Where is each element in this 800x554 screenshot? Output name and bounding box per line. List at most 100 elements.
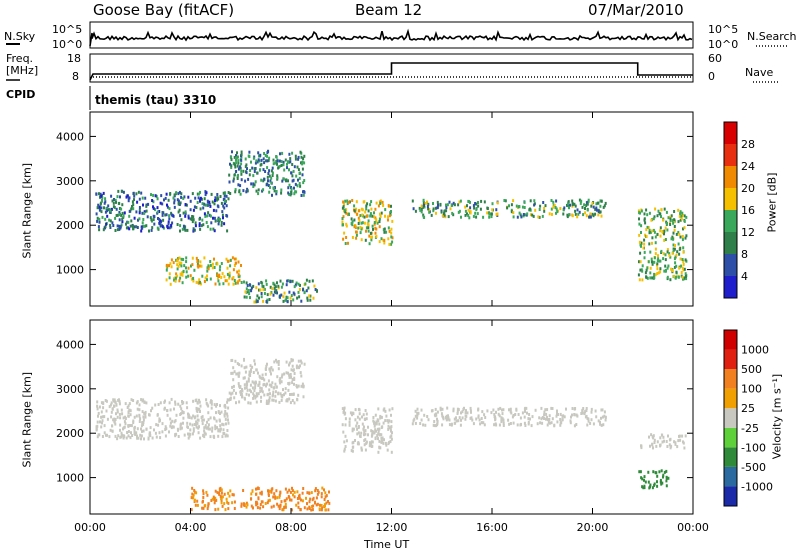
velocity-cell	[228, 391, 231, 395]
velocity-cell	[684, 434, 687, 438]
velocity-cell	[255, 394, 258, 398]
power-cell	[109, 223, 112, 227]
power-cell	[182, 269, 185, 273]
power-cell	[659, 267, 662, 271]
power-cell	[158, 217, 161, 221]
power-cell	[262, 188, 265, 192]
velocity-cell	[210, 499, 213, 502]
velocity-cell	[235, 401, 237, 405]
velocity-cell	[190, 496, 193, 500]
power-cell	[195, 256, 198, 260]
power-cell	[203, 256, 206, 260]
power-cell	[486, 211, 489, 215]
power-cell	[198, 222, 201, 226]
power-cell	[664, 226, 667, 230]
velocity-cell	[192, 429, 195, 433]
power-cell	[191, 220, 194, 224]
power-cell	[98, 208, 101, 212]
velocity-cell	[230, 371, 233, 375]
velocity-cell	[291, 381, 294, 385]
velocity-cell	[103, 415, 106, 419]
x-tick-label: 00:00	[677, 521, 709, 534]
power-cell	[213, 216, 216, 220]
velocity-cell	[310, 508, 313, 512]
power-cell	[142, 218, 145, 221]
velocity-cell	[545, 415, 548, 419]
velocity-cell	[101, 435, 104, 438]
power-cell	[445, 209, 448, 213]
power-cell	[212, 216, 214, 220]
velocity-cell	[141, 399, 144, 403]
power-cell	[196, 261, 199, 265]
velocity-cell	[508, 422, 511, 426]
power-cell	[432, 209, 435, 213]
velocity-cell	[187, 432, 190, 436]
power-cell	[100, 210, 103, 214]
power-cell	[673, 274, 676, 278]
velocity-cell	[497, 412, 500, 416]
velocity-cell	[501, 408, 503, 412]
velocity-cell	[502, 421, 505, 425]
velocity-cell	[215, 411, 217, 415]
power-cell	[555, 207, 558, 211]
power-cell	[142, 224, 145, 228]
power-cell	[269, 185, 271, 189]
velocity-cell	[414, 414, 417, 418]
velocity-cell	[643, 478, 645, 482]
power-cell	[253, 300, 256, 304]
power-cell	[199, 196, 202, 200]
velocity-cell	[296, 398, 299, 402]
power-cell	[664, 238, 667, 241]
power-cell	[250, 182, 253, 186]
power-cell	[272, 158, 275, 162]
power-cell	[151, 226, 154, 230]
power-cell	[120, 223, 123, 227]
velocity-cell	[263, 383, 266, 386]
power-cell	[203, 197, 206, 201]
power-cell	[233, 155, 236, 159]
velocity-cell	[140, 398, 143, 402]
power-cell	[191, 192, 194, 196]
velocity-cell	[265, 401, 268, 405]
velocity-cell	[525, 406, 528, 410]
power-cell	[270, 169, 273, 173]
power-cell	[357, 209, 360, 213]
velocity-cell	[263, 393, 266, 397]
power-cell	[384, 208, 387, 212]
power-cell	[550, 207, 553, 211]
velocity-cell	[127, 434, 130, 438]
power-cell	[599, 210, 602, 214]
velocity-cell	[669, 437, 672, 441]
velocity-cell	[182, 401, 185, 405]
power-cell	[176, 259, 179, 263]
power-cell	[125, 222, 127, 226]
power-cell	[245, 281, 248, 285]
power-cell	[171, 221, 174, 225]
power-cell	[290, 187, 293, 191]
velocity-cell	[241, 389, 244, 393]
velocity-cell	[603, 414, 606, 418]
power-cell	[268, 298, 271, 301]
velocity-cell	[154, 403, 157, 407]
power-cell	[103, 201, 106, 205]
power-cell	[364, 238, 367, 242]
power-cell	[640, 231, 642, 234]
velocity-cell	[377, 450, 380, 454]
power-cell	[172, 261, 175, 265]
power-cell	[299, 283, 301, 287]
power-cell	[287, 279, 290, 283]
power-cell	[154, 208, 157, 212]
power-cell	[133, 194, 136, 198]
power-cell	[167, 198, 170, 202]
velocity-cell	[286, 399, 289, 403]
velocity-cell	[364, 429, 367, 433]
power-cell	[206, 278, 208, 282]
velocity-cell	[257, 487, 260, 490]
velocity-cell	[380, 415, 383, 419]
power-cell	[672, 221, 675, 225]
power-cell	[580, 199, 583, 203]
power-cell	[659, 259, 662, 263]
velocity-cell	[364, 409, 367, 412]
power-cell	[232, 276, 235, 279]
power-cell	[289, 193, 292, 197]
